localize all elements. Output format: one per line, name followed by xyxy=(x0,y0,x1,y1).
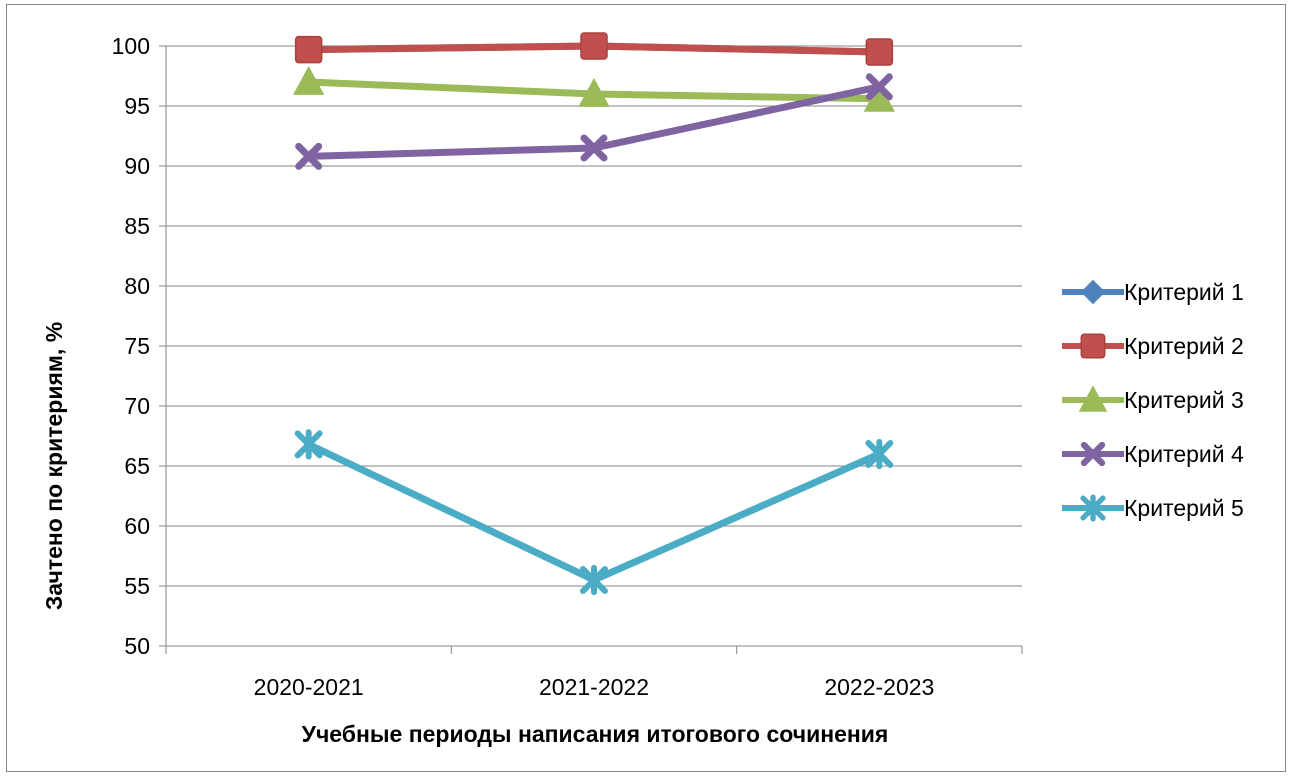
series-2 xyxy=(294,32,894,66)
gridlines xyxy=(166,45,1022,587)
legend-label: Критерий 1 xyxy=(1124,279,1244,305)
series-5 xyxy=(294,429,894,596)
series-line xyxy=(305,440,883,584)
data-point xyxy=(865,438,894,470)
y-tick-label: 55 xyxy=(124,573,150,599)
data-point xyxy=(580,564,608,596)
y-tick-label: 95 xyxy=(124,93,150,119)
series-4 xyxy=(295,73,893,170)
legend-item: Критерий 3 xyxy=(1062,385,1244,413)
data-point xyxy=(580,134,608,162)
legend-marker xyxy=(1078,385,1108,412)
legend-item: Критерий 2 xyxy=(1062,333,1244,359)
y-tick-label: 85 xyxy=(124,213,150,239)
legend-marker xyxy=(1080,279,1106,305)
legend-item: Критерий 1 xyxy=(1062,279,1244,305)
legend-label: Критерий 5 xyxy=(1124,495,1244,521)
y-tick-label: 75 xyxy=(124,333,150,359)
data-point xyxy=(865,38,894,66)
y-tick-label: 100 xyxy=(112,33,150,59)
legend: Критерий 1 Критерий 2 Критерий 3 Критерий 4… xyxy=(1062,279,1244,522)
legend-label: Критерий 3 xyxy=(1124,387,1244,413)
data-point xyxy=(294,35,323,64)
y-tick-label: 65 xyxy=(124,453,150,479)
x-tick-label: 2021-2022 xyxy=(539,674,649,700)
y-tick-label: 80 xyxy=(124,273,150,299)
x-axis-title: Учебные периоды написания итогового сочи… xyxy=(302,721,889,747)
y-tick-label: 50 xyxy=(124,633,150,659)
data-point xyxy=(578,77,610,107)
series-lines xyxy=(292,32,896,596)
x-tick-label: 2020-2021 xyxy=(254,674,364,700)
data-point xyxy=(865,73,893,101)
data-point xyxy=(292,65,325,95)
y-tick-label: 90 xyxy=(124,153,150,179)
data-point xyxy=(294,429,323,460)
chart-frame xyxy=(6,4,1286,772)
legend-label: Критерий 2 xyxy=(1124,333,1244,359)
series-3 xyxy=(292,65,896,112)
legend-item: Критерий 5 xyxy=(1062,494,1244,522)
legend-marker xyxy=(1080,333,1106,359)
y-tick-label: 70 xyxy=(124,393,150,419)
legend-item: Критерий 4 xyxy=(1062,441,1244,467)
axes: 50 55 60 65 70 75 80 85 90 95 100 2020-2021 2021-202… xyxy=(112,33,1023,700)
y-tick-label: 60 xyxy=(124,513,150,539)
y-axis-title: Зачтено по критериям, % xyxy=(41,322,67,610)
data-point xyxy=(580,32,608,60)
x-tick-label: 2022-2023 xyxy=(824,674,934,700)
legend-marker xyxy=(1080,494,1106,522)
data-point xyxy=(295,142,323,170)
legend-marker xyxy=(1080,441,1106,467)
legend-label: Критерий 4 xyxy=(1124,441,1244,467)
